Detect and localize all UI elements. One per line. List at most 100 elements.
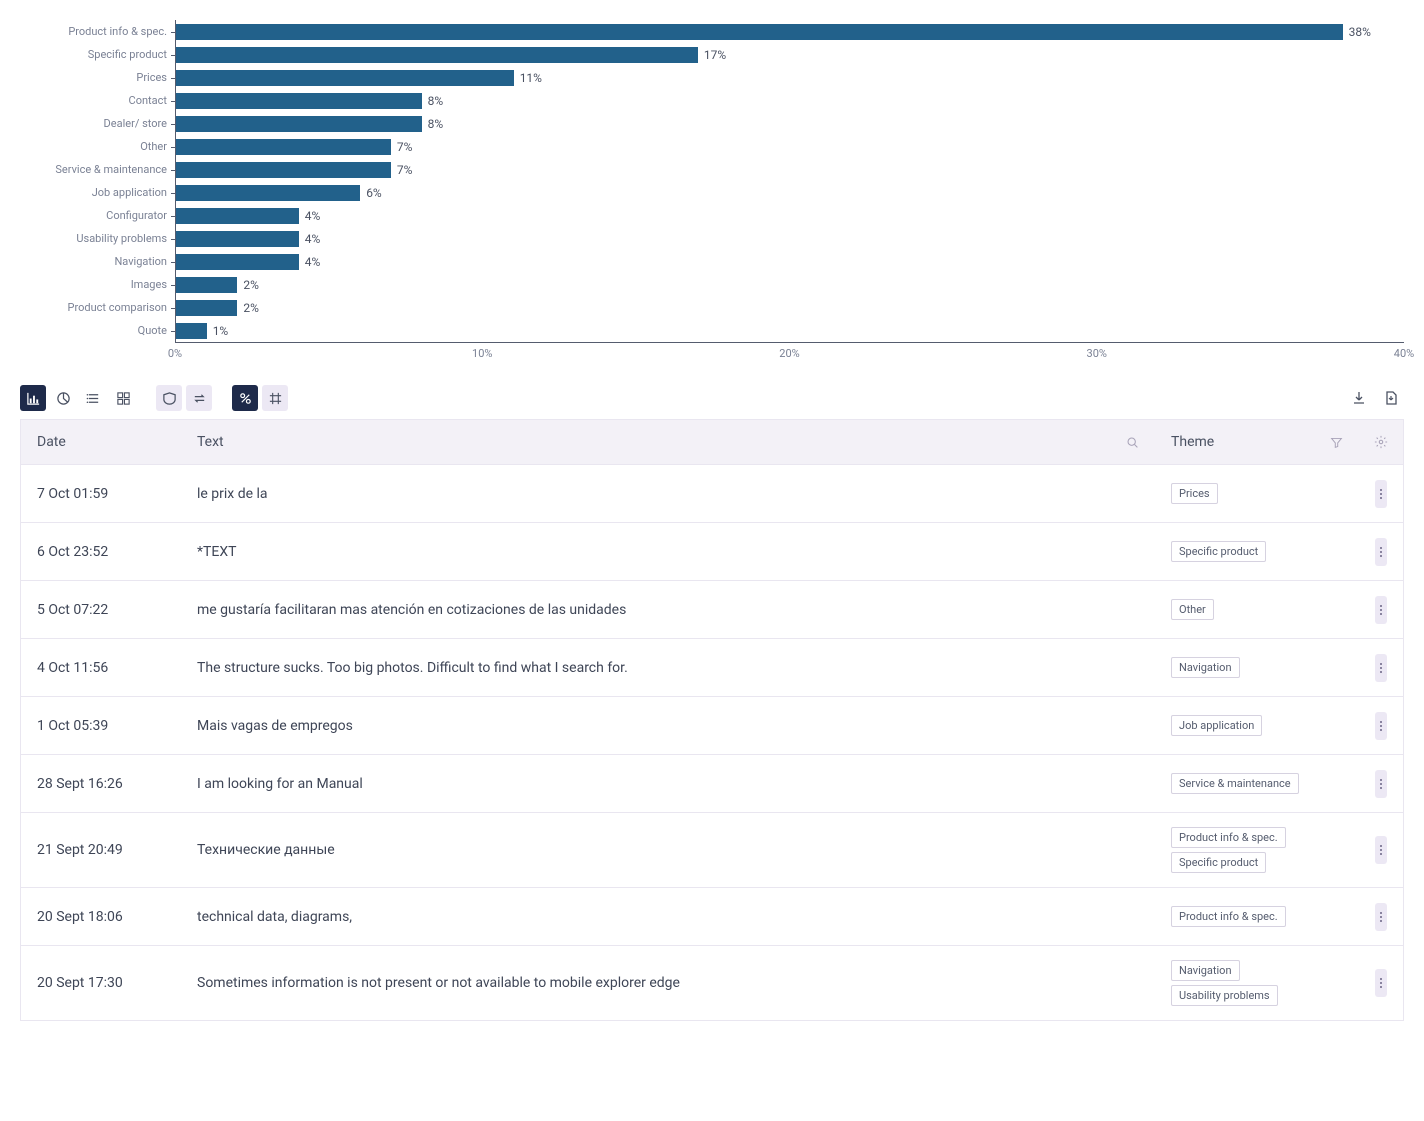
theme-tag[interactable]: Service & maintenance: [1171, 773, 1299, 794]
theme-tag[interactable]: Product info & spec.: [1171, 906, 1286, 927]
hash-button[interactable]: [262, 385, 288, 411]
chart-bar[interactable]: [176, 93, 422, 109]
cell-text: I am looking for an Manual: [181, 755, 1155, 812]
theme-tag[interactable]: Other: [1171, 599, 1214, 620]
chart-y-label: Contact: [30, 89, 175, 112]
cell-text: *TEXT: [181, 523, 1155, 580]
chart-bar-row: 38%: [176, 20, 1404, 43]
chart-y-label: Job application: [30, 181, 175, 204]
chart-bar-row: 6%: [176, 181, 1404, 204]
row-menu-button[interactable]: [1375, 969, 1387, 997]
cell-theme: Product info & spec. Specific product: [1155, 813, 1359, 887]
cell-text: le prix de la: [181, 465, 1155, 522]
chart-bar[interactable]: [176, 323, 207, 339]
gear-icon[interactable]: [1374, 435, 1388, 449]
chart-bar[interactable]: [176, 70, 514, 86]
chart-y-label: Navigation: [30, 250, 175, 273]
table-row: 1 Oct 05:39Mais vagas de empregosJob app…: [20, 697, 1404, 755]
cell-date: 4 Oct 11:56: [21, 639, 181, 696]
chart-bar-row: 11%: [176, 66, 1404, 89]
row-menu-button[interactable]: [1375, 538, 1387, 566]
chart-bar-row: 17%: [176, 43, 1404, 66]
search-icon[interactable]: [1126, 436, 1139, 449]
tag-button[interactable]: [156, 385, 182, 411]
chart-bar-value: 8%: [428, 94, 444, 108]
chart-bar-value: 11%: [520, 71, 542, 85]
view-bar-chart-button[interactable]: [20, 385, 46, 411]
view-list-button[interactable]: [80, 385, 106, 411]
theme-tag[interactable]: Job application: [1171, 715, 1262, 736]
chart-y-label: Images: [30, 273, 175, 296]
download-button[interactable]: [1346, 385, 1372, 411]
chart-bar-value: 2%: [243, 278, 259, 292]
chart-x-axis: 0%10%20%30%40%: [175, 347, 1404, 367]
table-row: 7 Oct 01:59le prix de la Prices: [20, 465, 1404, 523]
chart-bars-zone: 38%17%11%8%8%7%7%6%4%4%4%2%2%1%: [175, 20, 1404, 343]
row-menu-button[interactable]: [1375, 903, 1387, 931]
theme-tag[interactable]: Specific product: [1171, 852, 1266, 873]
chart-bar-value: 4%: [305, 232, 321, 246]
column-header-theme-label: Theme: [1171, 434, 1214, 450]
chart-bar[interactable]: [176, 231, 299, 247]
chart-bar-value: 1%: [213, 324, 229, 338]
view-pie-chart-button[interactable]: [50, 385, 76, 411]
chart-bar[interactable]: [176, 47, 698, 63]
row-menu-button[interactable]: [1375, 770, 1387, 798]
chart-bar-value: 7%: [397, 140, 413, 154]
column-header-theme[interactable]: Theme: [1155, 420, 1359, 464]
table-row: 4 Oct 11:56The structure sucks. Too big …: [20, 639, 1404, 697]
theme-tag[interactable]: Specific product: [1171, 541, 1266, 562]
row-menu-button[interactable]: [1375, 596, 1387, 624]
chart-bar[interactable]: [176, 24, 1343, 40]
theme-tag[interactable]: Navigation: [1171, 657, 1240, 678]
cell-text: Mais vagas de empregos: [181, 697, 1155, 754]
chart-y-label: Usability problems: [30, 227, 175, 250]
column-header-settings[interactable]: [1359, 420, 1403, 464]
chart-bar[interactable]: [176, 185, 360, 201]
chart-bar[interactable]: [176, 300, 237, 316]
column-header-date[interactable]: Date: [21, 420, 181, 464]
row-menu-button[interactable]: [1375, 654, 1387, 682]
theme-tag[interactable]: Product info & spec.: [1171, 827, 1286, 848]
chart-bar[interactable]: [176, 162, 391, 178]
column-header-date-label: Date: [37, 434, 66, 450]
chart-bar-row: 4%: [176, 204, 1404, 227]
export-file-button[interactable]: [1378, 385, 1404, 411]
chart-bar-value: 7%: [397, 163, 413, 177]
view-grid-button[interactable]: [110, 385, 136, 411]
chart-y-label: Product comparison: [30, 296, 175, 319]
cell-text: The structure sucks. Too big photos. Dif…: [181, 639, 1155, 696]
chart-bar[interactable]: [176, 277, 237, 293]
swap-button[interactable]: [186, 385, 212, 411]
cell-actions: [1359, 946, 1403, 1020]
chart-x-tick: 20%: [779, 347, 799, 360]
table-row: 20 Sept 18:06technical data, diagrams,Pr…: [20, 888, 1404, 946]
chart-bar[interactable]: [176, 116, 422, 132]
filter-icon[interactable]: [1330, 436, 1343, 449]
row-menu-button[interactable]: [1375, 836, 1387, 864]
row-menu-button[interactable]: [1375, 480, 1387, 508]
table-row: 28 Sept 16:26I am looking for an ManualS…: [20, 755, 1404, 813]
chart-bar[interactable]: [176, 139, 391, 155]
chart-bar[interactable]: [176, 208, 299, 224]
column-header-text[interactable]: Text: [181, 420, 1155, 464]
cell-theme: Navigation: [1155, 639, 1359, 696]
cell-date: 7 Oct 01:59: [21, 465, 181, 522]
row-menu-button[interactable]: [1375, 712, 1387, 740]
chart-bar-value: 4%: [305, 209, 321, 223]
chart-bar-row: 7%: [176, 135, 1404, 158]
cell-date: 20 Sept 18:06: [21, 888, 181, 945]
cell-actions: [1359, 813, 1403, 887]
cell-theme: Prices: [1155, 465, 1359, 522]
table-row: 6 Oct 23:52*TEXTSpecific product: [20, 523, 1404, 581]
chart-bar-row: 1%: [176, 319, 1404, 342]
percent-button[interactable]: [232, 385, 258, 411]
chart-x-tick: 0%: [168, 347, 182, 360]
chart-y-label: Configurator: [30, 204, 175, 227]
theme-tag[interactable]: Usability problems: [1171, 985, 1278, 1006]
toolbar: [0, 377, 1424, 419]
chart-bar[interactable]: [176, 254, 299, 270]
theme-tag[interactable]: Prices: [1171, 483, 1218, 504]
chart-bar-value: 8%: [428, 117, 444, 131]
theme-tag[interactable]: Navigation: [1171, 960, 1240, 981]
